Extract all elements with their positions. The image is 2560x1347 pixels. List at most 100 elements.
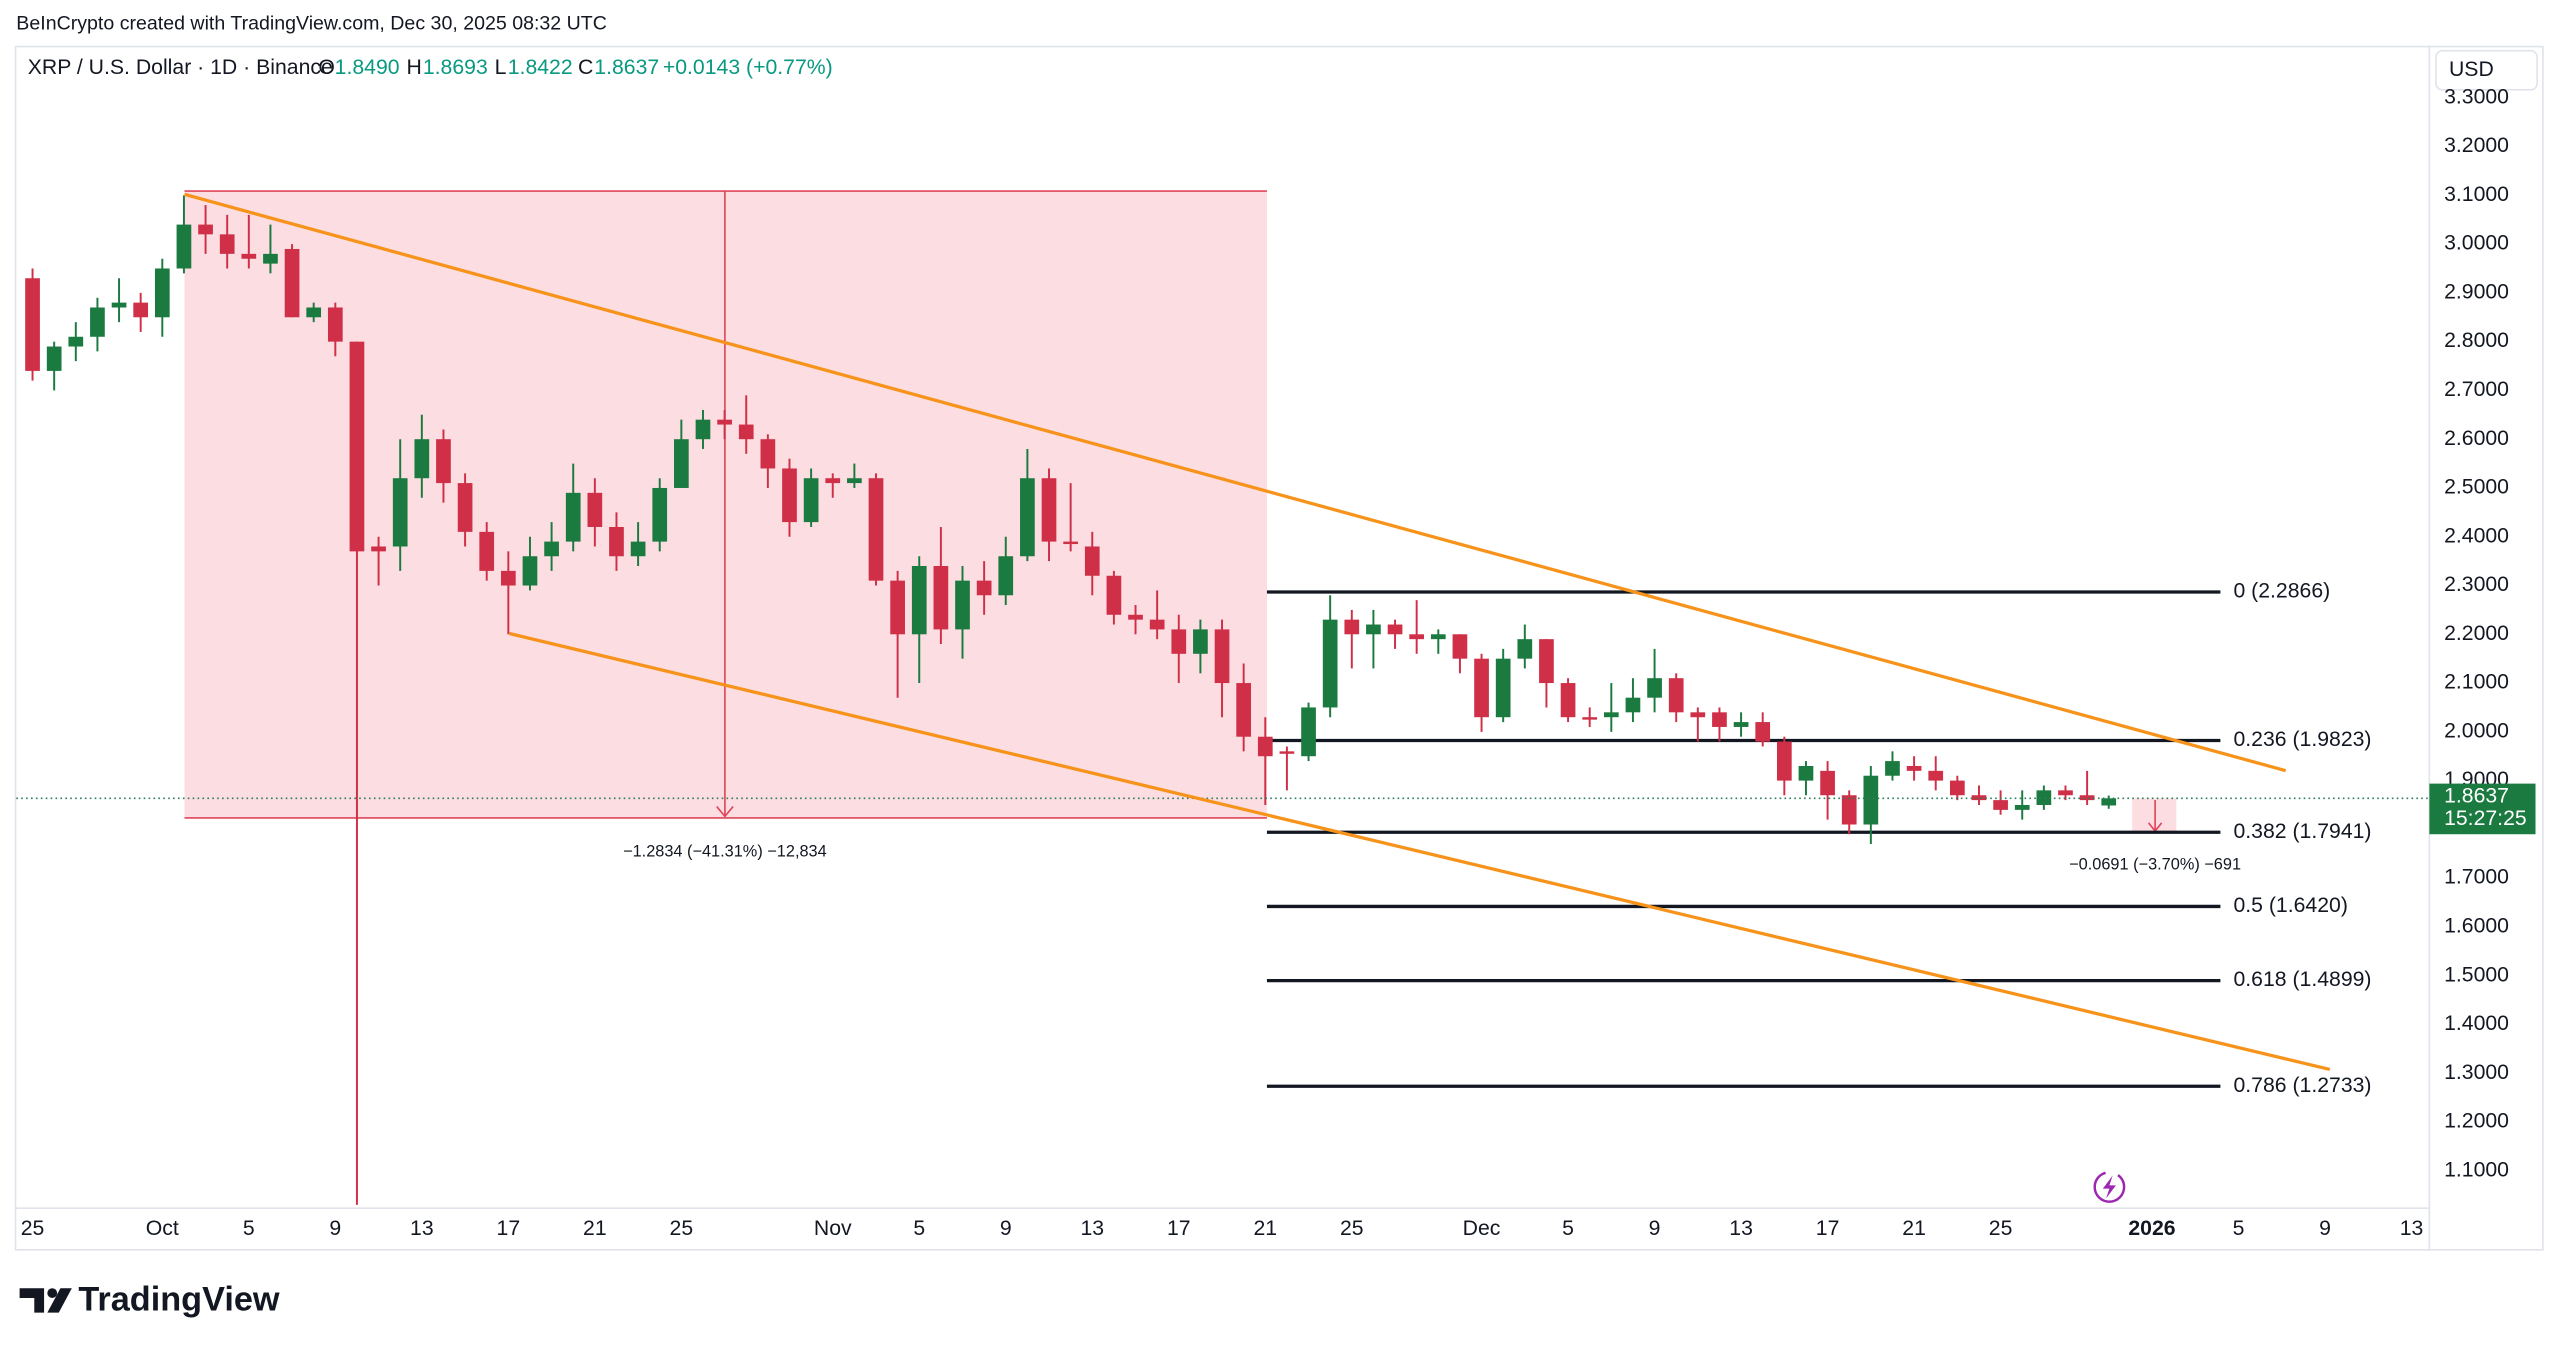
y-tick-label: 1.4000 — [2444, 1012, 2509, 1035]
candle-body — [1171, 629, 1187, 654]
candle-body — [2079, 795, 2095, 801]
candle-body — [1409, 634, 1425, 640]
x-tick-label: 25 — [670, 1217, 694, 1240]
currency[interactable]: USD — [2449, 58, 2494, 81]
candle-body — [284, 248, 300, 318]
candle-body — [717, 419, 732, 425]
candle-body — [1193, 629, 1208, 654]
candle-body — [1950, 780, 1965, 796]
candle-body — [1712, 712, 1727, 727]
fib-label: 0.618 (1.4899) — [2233, 968, 2371, 991]
candle-body — [868, 478, 884, 581]
y-tick-label: 3.0000 — [2444, 232, 2509, 255]
candle-body — [1322, 619, 1338, 708]
x-tick-label: Dec — [1463, 1217, 1501, 1240]
x-tick-label: 13 — [410, 1217, 434, 1240]
x-tick-label: 13 — [1080, 1217, 1104, 1240]
ohlc-key: H — [407, 56, 422, 79]
measure-arrow-head — [716, 806, 734, 818]
x-tick-label: Oct — [146, 1217, 179, 1240]
y-tick-label: 3.3000 — [2444, 85, 2509, 108]
x-tick-label: 9 — [2319, 1217, 2331, 1240]
candle-body — [176, 224, 192, 269]
candle-body — [1279, 751, 1295, 754]
y-tick-label: 3.1000 — [2444, 183, 2509, 206]
measure-label: −1.2834 (−41.31%) −12,834 — [623, 843, 827, 861]
x-tick-label: 9 — [1000, 1217, 1012, 1240]
candle-body — [479, 531, 495, 571]
x-tick-label: 5 — [913, 1217, 925, 1240]
candle-body — [1863, 775, 1879, 825]
candle-body — [1387, 624, 1403, 635]
y-tick-label: 2.3000 — [2444, 573, 2509, 596]
price-tag-value: 1.8637 — [2444, 784, 2509, 807]
lightning-icon[interactable] — [2093, 1171, 2126, 1203]
candle-body — [652, 487, 668, 542]
candle-body — [522, 556, 538, 586]
candle-body — [1452, 634, 1468, 659]
candle-body — [2014, 804, 2030, 810]
candle-body — [2036, 790, 2052, 805]
candle-body — [90, 307, 105, 337]
candle-body — [1301, 707, 1316, 757]
candle-body — [825, 478, 841, 484]
x-tick-label: 17 — [1167, 1217, 1191, 1240]
y-tick-label: 1.2000 — [2444, 1110, 2509, 1133]
candle-body — [998, 556, 1014, 596]
y-tick-label: 2.9000 — [2444, 280, 2509, 303]
ohlc-value: 1.8422 — [508, 56, 573, 79]
candle-body — [933, 566, 949, 630]
candle-body — [1344, 619, 1360, 635]
x-tick-label: 5 — [243, 1217, 255, 1240]
candle-body — [392, 478, 408, 547]
x-tick-label: 17 — [497, 1217, 521, 1240]
y-tick-label: 1.5000 — [2444, 963, 2509, 986]
candle-body — [1366, 624, 1381, 635]
candle-body — [2101, 798, 2117, 806]
candle-body — [1582, 717, 1598, 720]
x-tick-label: 21 — [1253, 1217, 1277, 1240]
ohlc-key: O — [318, 56, 335, 79]
y-tick-label: 2.1000 — [2444, 671, 2509, 694]
symbol: XRP / U.S. Dollar · 1D · Binance — [28, 56, 333, 79]
candle-body — [154, 268, 170, 318]
change: +0.0143 (+0.77%) — [663, 56, 833, 79]
ohlc-key: L — [495, 56, 507, 79]
candle-body — [674, 439, 689, 488]
candle-body — [1560, 683, 1576, 718]
candle-body — [1776, 741, 1792, 781]
x-tick-label: 17 — [1816, 1217, 1840, 1240]
currency-button[interactable] — [2435, 49, 2538, 91]
ohlc-value: 1.8693 — [423, 56, 488, 79]
candle-body — [544, 541, 559, 557]
candle-body — [1625, 697, 1641, 713]
candle-body — [46, 346, 62, 371]
candle-body — [1755, 722, 1771, 742]
candle-body — [1236, 683, 1252, 737]
x-tick-label: 25 — [1989, 1217, 2013, 1240]
candle-body — [25, 278, 40, 371]
x-tick-label: 9 — [1649, 1217, 1661, 1240]
x-tick-label: 13 — [1729, 1217, 1753, 1240]
candle-body — [414, 439, 430, 479]
candle-body — [1063, 541, 1078, 545]
candle-body — [1495, 658, 1511, 718]
y-tick-label: 2.4000 — [2444, 524, 2509, 547]
candle-body — [1820, 770, 1835, 796]
candle-body — [1084, 546, 1100, 576]
x-tick-label: 13 — [2400, 1217, 2424, 1240]
candle-body — [976, 580, 992, 596]
candle-body — [1474, 658, 1489, 718]
candle-body — [1149, 619, 1165, 630]
channel-lower — [509, 631, 2331, 1072]
candle-body — [219, 234, 235, 254]
fib-label: 0.786 (1.2733) — [2233, 1074, 2371, 1097]
candle-body — [500, 570, 516, 586]
candle-body — [133, 302, 149, 318]
x-tick-label: 2026 — [2128, 1217, 2175, 1240]
candle-body — [587, 492, 603, 527]
channel-upper — [184, 192, 2287, 773]
y-tick-label: 1.1000 — [2444, 1158, 2509, 1181]
candle-body — [695, 419, 711, 440]
logo-mark — [19, 1288, 72, 1313]
